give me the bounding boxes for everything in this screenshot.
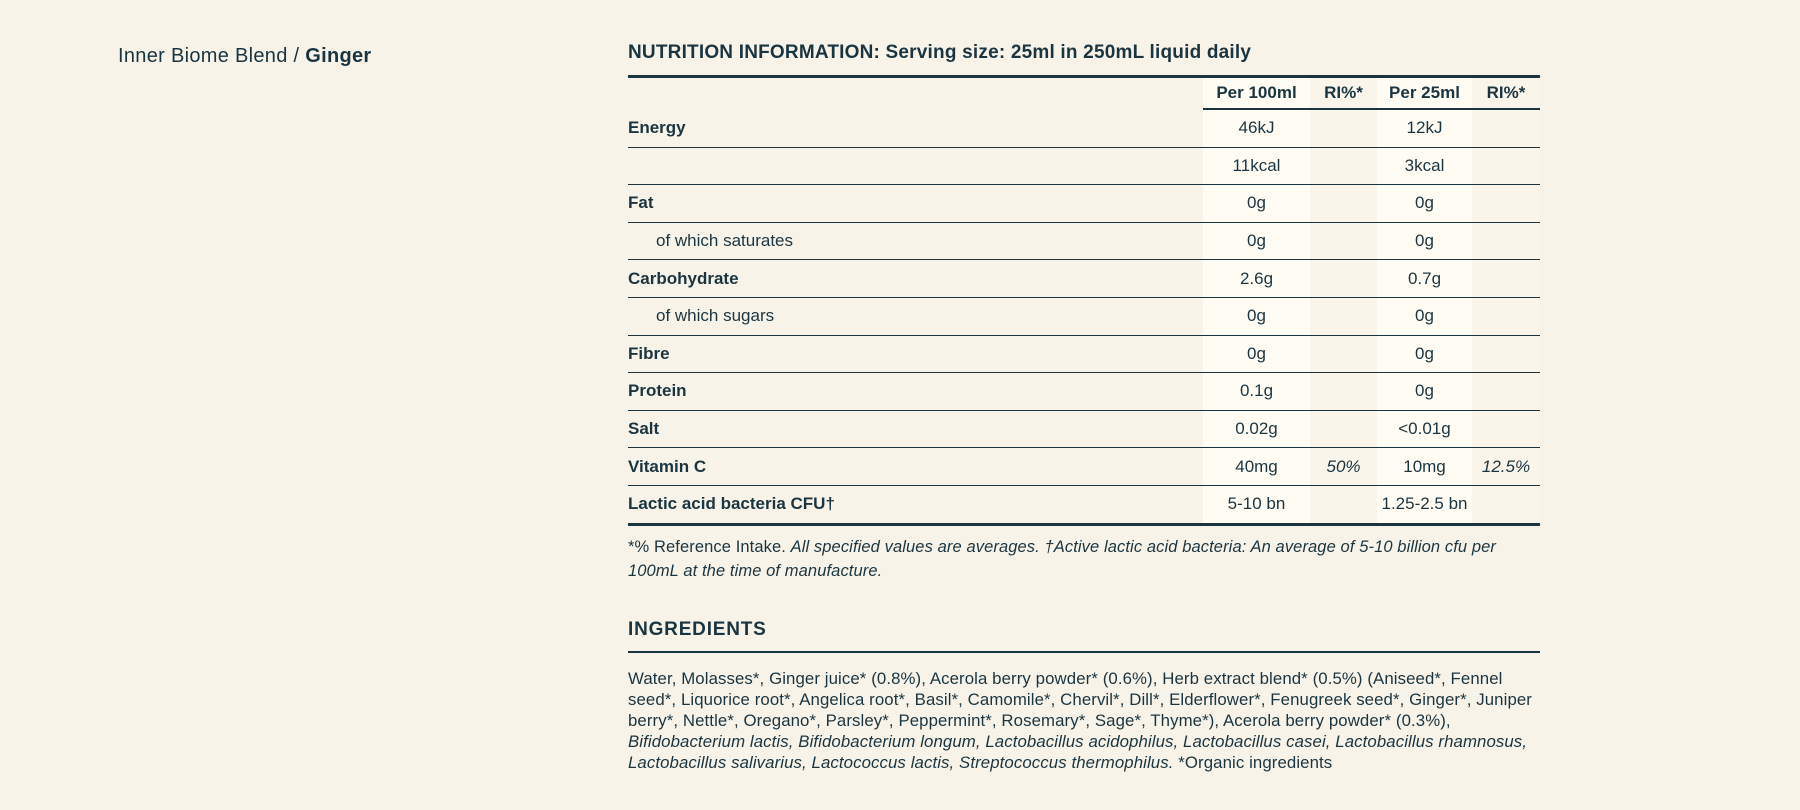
header-ri-percent-25ml: RI%* [1472,78,1540,110]
ri-percent-per-25ml: 12.5% [1472,448,1540,485]
table-row: Fat 0g 0g [628,185,1540,223]
table-row: Protein 0.1g 0g [628,373,1540,411]
ri-percent-per-100ml [1310,335,1377,373]
value-per-100ml: 0g [1203,222,1310,260]
ri-percent-per-100ml: 50% [1310,448,1377,485]
table-row: Vitamin C 40mg 50% 10mg 12.5% [628,448,1540,486]
ingredients-text: Water, Molasses*, Ginger juice* (0.8%), … [628,668,1540,773]
ri-percent-per-25ml [1472,410,1540,448]
ri-percent-per-25ml [1472,110,1540,147]
nutrient-label: Lactic acid bacteria CFU† [628,494,835,514]
footnote-normal-text: *% Reference Intake. [628,537,791,556]
ingredients-normal-text-1: Water, Molasses*, Ginger juice* (0.8%), … [628,668,1532,730]
nutrient-label: Protein [628,381,687,401]
ingredients-normal-text-2: *Organic ingredients [1173,752,1333,772]
value-per-100ml: 0g [1203,297,1310,335]
product-line-name: Inner Biome Blend [118,45,288,67]
value-per-25ml: 0g [1377,185,1472,222]
nutrition-information-heading: NUTRITION INFORMATION: Serving size: 25m… [628,42,1540,78]
nutrient-label: Vitamin C [628,456,707,476]
nutrition-panel: NUTRITION INFORMATION: Serving size: 25m… [628,42,1540,773]
table-row: of which sugars 0g 0g [628,297,1540,336]
value-per-100ml: 2.6g [1203,260,1310,297]
reference-intake-footnote: *% Reference Intake. All specified value… [628,535,1540,583]
table-row: 11kcal 3kcal [628,147,1540,186]
table-header-row: Per 100ml RI%* Per 25ml RI%* [628,78,1540,110]
table-row: Lactic acid bacteria CFU† 5-10 bn 1.25-2… [628,485,1540,526]
ri-percent-per-25ml [1472,335,1540,373]
ri-percent-per-25ml [1472,222,1540,260]
header-per-25ml: Per 25ml [1377,78,1472,110]
nutrient-label: Salt [628,419,660,439]
product-title-separator: / [287,45,306,67]
header-per-100ml: Per 100ml [1203,78,1310,110]
value-per-100ml: 0.02g [1203,410,1310,448]
ri-percent-per-100ml [1310,485,1377,523]
ri-percent-per-100ml [1310,222,1377,260]
value-per-100ml: 0.1g [1203,373,1310,410]
value-per-25ml: 0g [1377,222,1472,260]
ingredients-bacteria-italic-text: Bifidobacterium lactis, Bifidobacterium … [628,731,1528,772]
value-per-100ml: 11kcal [1203,147,1310,185]
value-per-25ml: 0g [1377,297,1472,335]
ri-percent-per-25ml [1472,373,1540,410]
ri-percent-per-25ml [1472,485,1540,523]
value-per-100ml: 40mg [1203,448,1310,485]
value-per-100ml: 5-10 bn [1203,485,1310,523]
table-row: Carbohydrate 2.6g 0.7g [628,260,1540,298]
ri-percent-per-100ml [1310,147,1377,185]
table-row: Energy 46kJ 12kJ [628,110,1540,148]
value-per-100ml: 46kJ [1203,110,1310,147]
table-row: Fibre 0g 0g [628,335,1540,374]
nutrient-label: Carbohydrate [628,268,739,288]
nutrient-label: Fibre [628,343,670,363]
value-per-25ml: 0g [1377,335,1472,373]
value-per-25ml: 0g [1377,373,1472,410]
ingredients-heading: INGREDIENTS [628,619,1540,653]
nutrient-label: of which sugars [656,306,775,326]
ri-percent-per-25ml [1472,260,1540,297]
product-variant: Ginger [305,45,372,67]
value-per-25ml: 0.7g [1377,260,1472,297]
nutrient-label [628,148,1203,185]
value-per-25ml: 10mg [1377,448,1472,485]
value-per-25ml: 3kcal [1377,147,1472,185]
nutrient-label: Fat [628,193,654,213]
product-title: Inner Biome Blend / Ginger [118,45,372,68]
nutrient-label: Energy [628,118,686,138]
ri-percent-per-25ml [1472,147,1540,185]
value-per-25ml: 1.25-2.5 bn [1377,485,1472,523]
ri-percent-per-25ml [1472,185,1540,222]
ri-percent-per-100ml [1310,110,1377,147]
ri-percent-per-100ml [1310,185,1377,222]
footnote-italic-text: All specified values are averages. †Acti… [628,537,1497,580]
ri-percent-per-25ml [1472,297,1540,335]
ri-percent-per-100ml [1310,373,1377,410]
ri-percent-per-100ml [1310,260,1377,297]
header-ri-percent-100ml: RI%* [1310,78,1377,110]
ri-percent-per-100ml [1310,410,1377,448]
table-row: of which saturates 0g 0g [628,222,1540,261]
nutrition-table-body: Energy 46kJ 12kJ 11kcal 3kcal Fat 0g 0g … [628,110,1540,526]
value-per-100ml: 0g [1203,335,1310,373]
value-per-25ml: 12kJ [1377,110,1472,147]
header-nutrient-column [628,78,1203,110]
ingredients-section: INGREDIENTS Water, Molasses*, Ginger jui… [628,619,1540,773]
ri-percent-per-100ml [1310,297,1377,335]
table-row: Salt 0.02g <0.01g [628,410,1540,449]
value-per-25ml: <0.01g [1377,410,1472,448]
value-per-100ml: 0g [1203,185,1310,222]
nutrient-label: of which saturates [656,231,794,251]
